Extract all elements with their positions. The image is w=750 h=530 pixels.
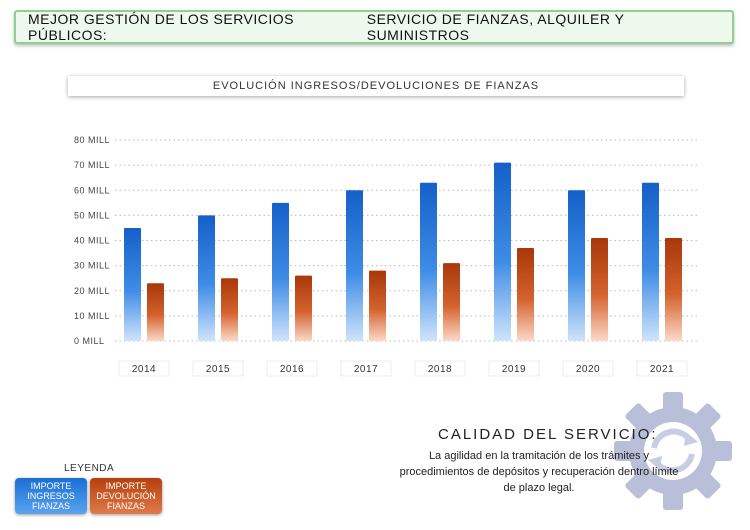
y-tick-label: 30 MILL (74, 261, 110, 271)
banner-left-text: MEJOR GESTIÓN DE LOS SERVICIOS PÚBLICOS: (28, 11, 295, 43)
legend-devolucion: IMPORTE DEVOLUCIÓN FIANZAS (90, 478, 162, 514)
bar-ingresos (420, 182, 437, 341)
bar-devolucion (517, 248, 534, 341)
banner-right-text: SERVICIO DE FIANZAS, ALQUILER Y SUMINIST… (366, 11, 625, 43)
y-tick-label: 20 MILL (74, 286, 110, 296)
x-tick-label: 2019 (502, 364, 526, 375)
bar-ingresos (198, 215, 215, 341)
y-tick-label: 70 MILL (74, 160, 110, 170)
bar-devolucion (591, 237, 608, 341)
x-tick-label: 2018 (428, 364, 452, 375)
chart-title: EVOLUCIÓN INGRESOS/DEVOLUCIONES DE FIANZ… (68, 76, 684, 96)
bar-ingresos (568, 190, 585, 341)
x-tick-label: 2017 (354, 364, 378, 375)
x-label-box (340, 360, 392, 377)
x-tick-label: 2021 (650, 364, 674, 375)
x-label-box (192, 360, 244, 377)
bar-ingresos (346, 190, 363, 341)
x-label-box (118, 360, 170, 377)
calidad-text: La agilidad en la tramitación de los trá… (399, 450, 679, 494)
bar-devolucion (443, 263, 460, 341)
bar-devolucion (369, 270, 386, 341)
y-tick-label: 0 MILL (74, 336, 105, 346)
x-tick-label: 2014 (132, 364, 156, 375)
bar-devolucion (295, 275, 312, 341)
x-label-box (266, 360, 318, 377)
y-tick-label: 60 MILL (74, 185, 110, 195)
bar-ingresos (272, 202, 289, 341)
legend-ingresos: IMPORTE INGRESOS FIANZAS (15, 478, 87, 514)
y-tick-label: 40 MILL (74, 236, 110, 246)
x-tick-label: 2016 (280, 364, 304, 375)
bar-devolucion (665, 237, 682, 341)
legend-title: LEYENDA (64, 463, 115, 474)
x-label-box (414, 360, 466, 377)
x-tick-label: 2020 (576, 364, 600, 375)
bar-ingresos (494, 162, 511, 341)
bar-devolucion (221, 278, 238, 341)
x-tick-label: 2015 (206, 364, 230, 375)
calidad-title: CALIDAD DEL SERVICIO: (438, 426, 658, 443)
x-label-box (488, 360, 540, 377)
y-tick-label: 80 MILL (74, 135, 110, 145)
y-tick-label: 50 MILL (74, 210, 110, 220)
bar-devolucion (147, 283, 164, 341)
header-banner: MEJOR GESTIÓN DE LOS SERVICIOS PÚBLICOS:… (14, 10, 734, 44)
gear-refresh-icon (614, 392, 732, 510)
y-tick-label: 10 MILL (74, 311, 110, 321)
bar-ingresos (642, 182, 659, 341)
x-label-box (562, 360, 614, 377)
bar-ingresos (124, 227, 141, 341)
x-label-box (636, 360, 688, 377)
